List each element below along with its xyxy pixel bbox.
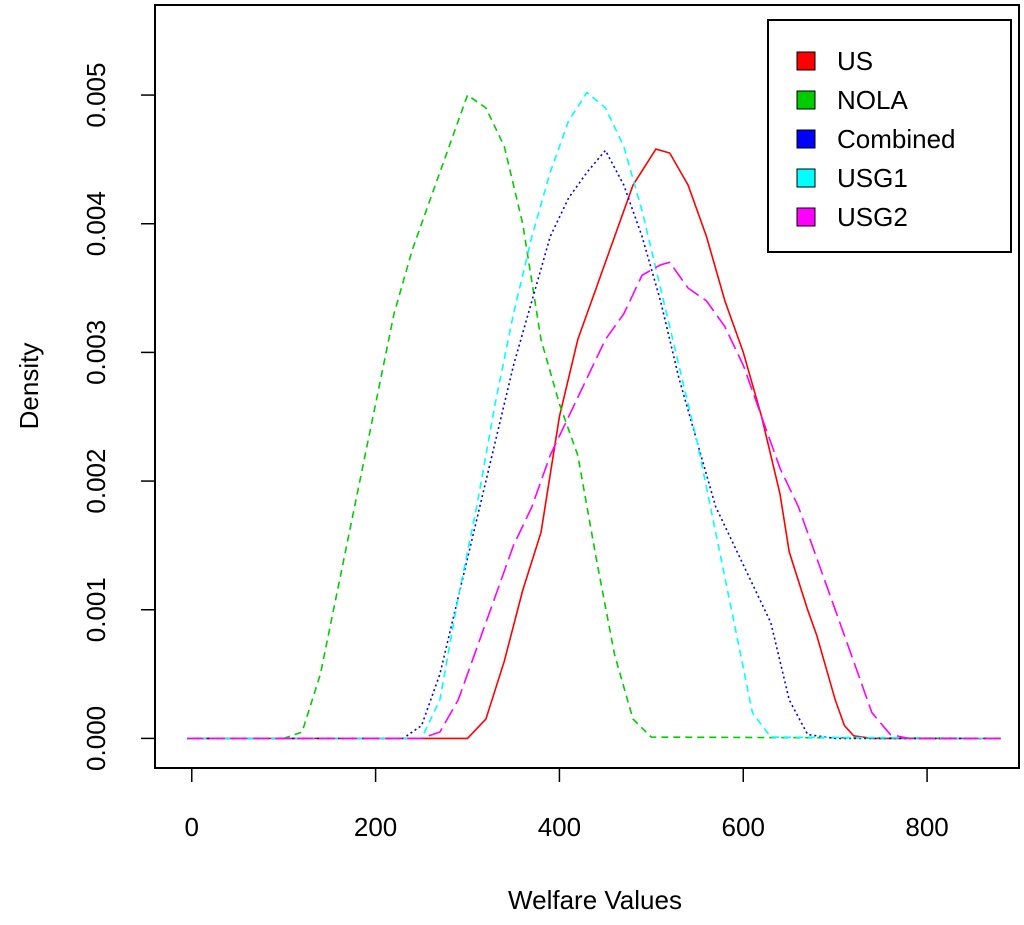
x-tick-label: 200 bbox=[354, 812, 397, 842]
legend-label-us: US bbox=[837, 46, 873, 76]
x-tick-label: 800 bbox=[905, 812, 948, 842]
legend-label-combined: Combined bbox=[837, 124, 956, 154]
legend-label-nola: NOLA bbox=[837, 85, 908, 115]
y-axis-title: Density bbox=[14, 343, 44, 430]
y-tick-label: 0.004 bbox=[81, 191, 111, 256]
x-axis-title: Welfare Values bbox=[508, 885, 682, 915]
series-line-us bbox=[187, 148, 1001, 740]
legend-label-usg2: USG2 bbox=[837, 202, 908, 232]
series-line-usg1 bbox=[187, 91, 1001, 740]
series-layer bbox=[187, 91, 1001, 740]
x-tick-label: 400 bbox=[538, 812, 581, 842]
legend-swatch-usg2 bbox=[796, 207, 816, 227]
y-tick-label: 0.001 bbox=[81, 577, 111, 642]
x-axis: 0 200 400 600 800 bbox=[185, 767, 949, 842]
y-tick-label: 0.005 bbox=[81, 63, 111, 128]
y-tick-label: 0.003 bbox=[81, 320, 111, 385]
series-line-usg2 bbox=[187, 261, 1001, 740]
y-tick-label: 0.002 bbox=[81, 449, 111, 514]
legend-swatch-combined bbox=[796, 129, 816, 149]
x-tick-label: 600 bbox=[722, 812, 765, 842]
x-tick-label: 0 bbox=[185, 812, 199, 842]
legend-label-usg1: USG1 bbox=[837, 163, 908, 193]
legend: US NOLA Combined USG1 USG2 bbox=[767, 19, 1012, 253]
legend-swatch-us bbox=[796, 51, 816, 71]
y-tick-label: 0.000 bbox=[81, 706, 111, 771]
series-line-combined bbox=[187, 148, 1001, 740]
legend-swatch-usg1 bbox=[796, 168, 816, 188]
legend-swatch-nola bbox=[796, 90, 816, 110]
y-axis: 0.000 0.001 0.002 0.003 0.004 0.005 bbox=[81, 63, 156, 771]
